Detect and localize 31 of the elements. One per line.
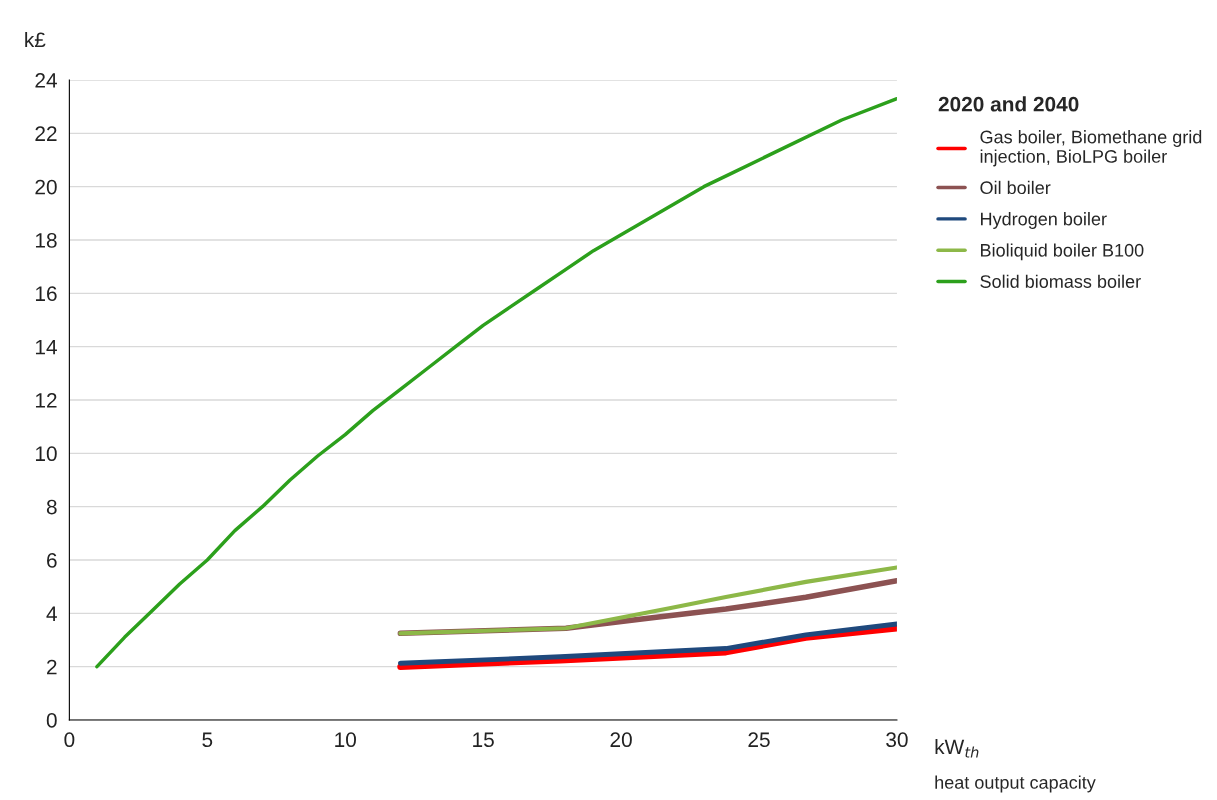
x-axis-title: kW$_{th}$ xyxy=(935,738,979,758)
x-tick-label: 0 xyxy=(64,732,75,748)
y-tick-label: 4 xyxy=(46,606,57,621)
y-tick-label: 16 xyxy=(35,286,57,302)
y-tick-label: 18 xyxy=(35,233,57,248)
line-series xyxy=(398,565,897,636)
x-tick-label: 30 xyxy=(886,732,908,748)
y-tick-label: 24 xyxy=(35,73,57,88)
y-tick-label: 8 xyxy=(46,499,57,515)
y-tick-label: 20 xyxy=(35,179,57,195)
x-tick-label: 20 xyxy=(610,732,632,748)
y-tick-label: 10 xyxy=(35,446,57,462)
y-tick-label: 12 xyxy=(35,393,57,408)
legend-label: Bioliquid boiler B100 xyxy=(981,243,1144,261)
y-tick-label: 0 xyxy=(46,713,57,728)
line-series xyxy=(95,96,897,669)
y-tick-label: 6 xyxy=(47,553,57,568)
text: heat output capacity xyxy=(935,775,1096,793)
y-axis-title: k£ xyxy=(25,31,46,47)
y-tick-label: 14 xyxy=(35,339,57,355)
x-tick-label: 10 xyxy=(335,732,356,748)
legend-label: Gas boiler, Biomethane grid injection, BioLPG boiler xyxy=(980,130,1202,167)
x-tick-label: 25 xyxy=(748,732,770,748)
y-tick-label: 22 xyxy=(35,126,57,141)
legend-label: Oil boiler xyxy=(980,180,1051,195)
legend-title: 2020 and 2040 xyxy=(938,96,1079,112)
legend-label: Solid biomass boiler xyxy=(980,274,1141,288)
y-tick-label: 2 xyxy=(47,659,57,675)
x-tick-label: 15 xyxy=(473,732,494,748)
x-tick-label: 5 xyxy=(202,732,213,748)
legend-label: Hydrogen boiler xyxy=(981,212,1107,229)
